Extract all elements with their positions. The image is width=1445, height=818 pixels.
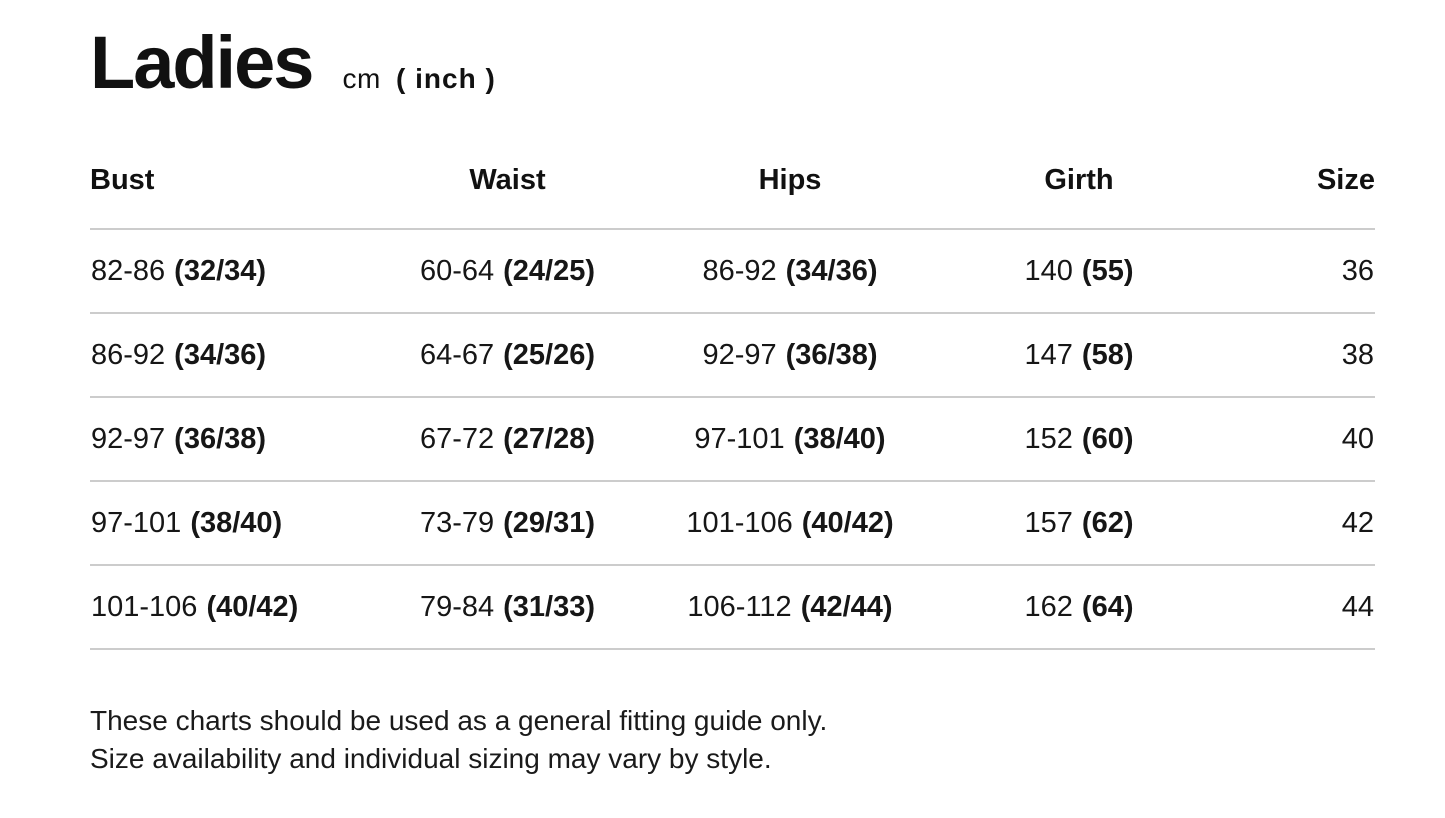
hips-inch-value: (34/36)	[785, 254, 878, 287]
size-cell: 42	[1233, 481, 1375, 566]
bust-inch-value: (40/42)	[206, 590, 299, 623]
girth-inch-value: (55)	[1081, 254, 1134, 287]
girth-cell: 152 (60)	[925, 397, 1233, 482]
unit-label: cm ( inch )	[342, 63, 495, 95]
bust-cm-value: 101-106	[91, 590, 198, 623]
disclaimer-line-2: Size availability and individual sizing …	[90, 743, 772, 774]
hips-inch-value: (40/42)	[801, 506, 894, 539]
girth-inch-value: (64)	[1081, 590, 1134, 623]
girth-inch-value: (60)	[1081, 422, 1134, 455]
waist-cm-value: 60-64	[419, 254, 495, 287]
table-row: 86-92 (34/36) 64-67 (25/26) 92-97 (36/38) 1…	[90, 313, 1375, 398]
size-cell: 40	[1233, 397, 1375, 482]
disclaimer: These charts should be used as a general…	[90, 702, 1375, 778]
waist-inch-value: (24/25)	[503, 254, 596, 287]
bust-cell: 92-97 (36/38)	[90, 397, 360, 482]
waist-cell: 64-67 (25/26)	[360, 313, 655, 398]
bust-cell: 82-86 (32/34)	[90, 229, 360, 314]
size-cell: 44	[1233, 565, 1375, 650]
table-row: 97-101 (38/40) 73-79 (29/31) 101-106 (40/42…	[90, 481, 1375, 566]
bust-cell: 86-92 (34/36)	[90, 313, 360, 398]
bust-inch-value: (32/34)	[174, 254, 267, 287]
girth-cm-value: 152	[1024, 422, 1073, 455]
bust-inch-value: (38/40)	[190, 506, 283, 539]
waist-inch-value: (25/26)	[503, 338, 596, 371]
waist-cell: 73-79 (29/31)	[360, 481, 655, 566]
girth-inch-value: (58)	[1081, 338, 1134, 371]
girth-cell: 140 (55)	[925, 229, 1233, 314]
waist-inch-value: (31/33)	[503, 590, 596, 623]
girth-cm-value: 157	[1024, 506, 1073, 539]
waist-cell: 67-72 (27/28)	[360, 397, 655, 482]
girth-cm-value: 140	[1024, 254, 1073, 287]
girth-cell: 157 (62)	[925, 481, 1233, 566]
hips-cm-value: 97-101	[694, 422, 785, 455]
bust-cell: 97-101 (38/40)	[90, 481, 360, 566]
waist-cm-value: 67-72	[419, 422, 495, 455]
hips-cell: 101-106 (40/42)	[655, 481, 925, 566]
waist-cell: 79-84 (31/33)	[360, 565, 655, 650]
waist-inch-value: (27/28)	[503, 422, 596, 455]
waist-cm-value: 79-84	[419, 590, 495, 623]
girth-inch-value: (62)	[1081, 506, 1134, 539]
hips-inch-value: (42/44)	[800, 590, 893, 623]
hips-inch-value: (38/40)	[793, 422, 886, 455]
table-row: 92-97 (36/38) 67-72 (27/28) 97-101 (38/40) …	[90, 397, 1375, 482]
waist-cell: 60-64 (24/25)	[360, 229, 655, 314]
hips-cm-value: 86-92	[702, 254, 777, 287]
column-header-hips: Hips	[655, 156, 925, 230]
waist-cm-value: 64-67	[419, 338, 495, 371]
hips-cell: 92-97 (36/38)	[655, 313, 925, 398]
column-header-bust: Bust	[90, 156, 360, 230]
page-title: Ladies	[90, 21, 314, 104]
hips-cell: 97-101 (38/40)	[655, 397, 925, 482]
girth-cm-value: 162	[1024, 590, 1073, 623]
bust-cm-value: 82-86	[91, 254, 166, 287]
table-row: 82-86 (32/34) 60-64 (24/25) 86-92 (34/36) 1…	[90, 229, 1375, 314]
hips-cell: 86-92 (34/36)	[655, 229, 925, 314]
unit-inch-label: ( inch )	[396, 63, 496, 94]
hips-cell: 106-112 (42/44)	[655, 565, 925, 650]
bust-cm-value: 86-92	[91, 338, 166, 371]
bust-cm-value: 97-101	[91, 506, 182, 539]
hips-cm-value: 101-106	[686, 506, 793, 539]
column-header-waist: Waist	[360, 156, 655, 230]
table-row: 101-106 (40/42) 79-84 (31/33) 106-112 (42/4…	[90, 565, 1375, 650]
table-header-row: Bust Waist Hips Girth Size	[90, 156, 1375, 230]
girth-cm-value: 147	[1024, 338, 1073, 371]
girth-cell: 162 (64)	[925, 565, 1233, 650]
bust-inch-value: (36/38)	[174, 422, 267, 455]
size-chart-page: Ladies cm ( inch ) Bust Waist Hips Girth…	[90, 26, 1375, 778]
unit-cm-label: cm	[342, 63, 381, 94]
hips-inch-value: (36/38)	[785, 338, 878, 371]
hips-cm-value: 106-112	[687, 590, 792, 623]
size-cell: 36	[1233, 229, 1375, 314]
size-table: Bust Waist Hips Girth Size 82-86 (32/34) …	[90, 156, 1375, 650]
waist-cm-value: 73-79	[419, 506, 495, 539]
column-header-girth: Girth	[925, 156, 1233, 230]
girth-cell: 147 (58)	[925, 313, 1233, 398]
waist-inch-value: (29/31)	[503, 506, 596, 539]
size-cell: 38	[1233, 313, 1375, 398]
bust-cell: 101-106 (40/42)	[90, 565, 360, 650]
chart-header: Ladies cm ( inch )	[90, 26, 1375, 100]
disclaimer-line-1: These charts should be used as a general…	[90, 705, 828, 736]
bust-inch-value: (34/36)	[174, 338, 267, 371]
bust-cm-value: 92-97	[91, 422, 166, 455]
hips-cm-value: 92-97	[702, 338, 777, 371]
column-header-size: Size	[1233, 156, 1375, 230]
